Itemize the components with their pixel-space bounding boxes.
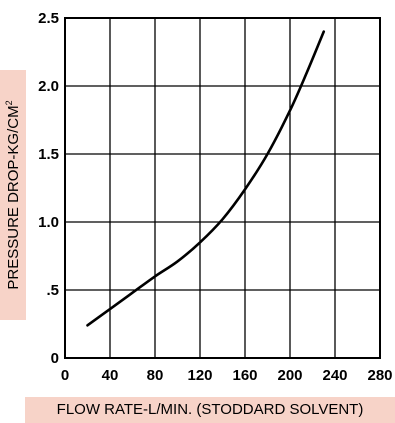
x-tick-label: 0 [61, 367, 69, 384]
y-tick-label: 0 [51, 350, 59, 367]
y-axis-label-wrap: PRESSURE DROP-KG/CM2 [4, 65, 22, 325]
x-tick-label: 240 [322, 367, 347, 384]
y-axis-label: PRESSURE DROP-KG/CM [5, 105, 22, 290]
y-axis-ticks: 0 .5 1.0 1.5 2.0 2.5 [38, 10, 59, 367]
series-line-0 [86, 30, 326, 327]
y-tick-label: 2.5 [38, 10, 59, 27]
x-tick-label: 280 [367, 367, 392, 384]
plot-frame [64, 17, 381, 359]
y-axis-label-superscript: 2 [4, 100, 14, 106]
y-tick-label: 2.0 [38, 78, 59, 95]
y-axis-label-box: PRESSURE DROP-KG/CM2 [0, 70, 26, 320]
x-tick-label: 160 [232, 367, 257, 384]
x-tick-label: 80 [147, 367, 164, 384]
x-axis-label-box: FLOW RATE-L/MIN. (STODDARD SOLVENT) [25, 397, 395, 423]
x-axis-ticks: 0 40 80 120 160 200 240 280 [61, 367, 393, 384]
chart-grid [64, 17, 381, 359]
x-axis-label: FLOW RATE-L/MIN. (STODDARD SOLVENT) [56, 401, 364, 418]
y-tick-label: .5 [46, 282, 59, 299]
x-tick-label: 120 [187, 367, 212, 384]
x-tick-label: 40 [102, 367, 119, 384]
y-tick-label: 1.0 [38, 214, 59, 231]
y-tick-label: 1.5 [38, 146, 59, 163]
series-layer [86, 30, 326, 327]
x-tick-label: 200 [277, 367, 302, 384]
